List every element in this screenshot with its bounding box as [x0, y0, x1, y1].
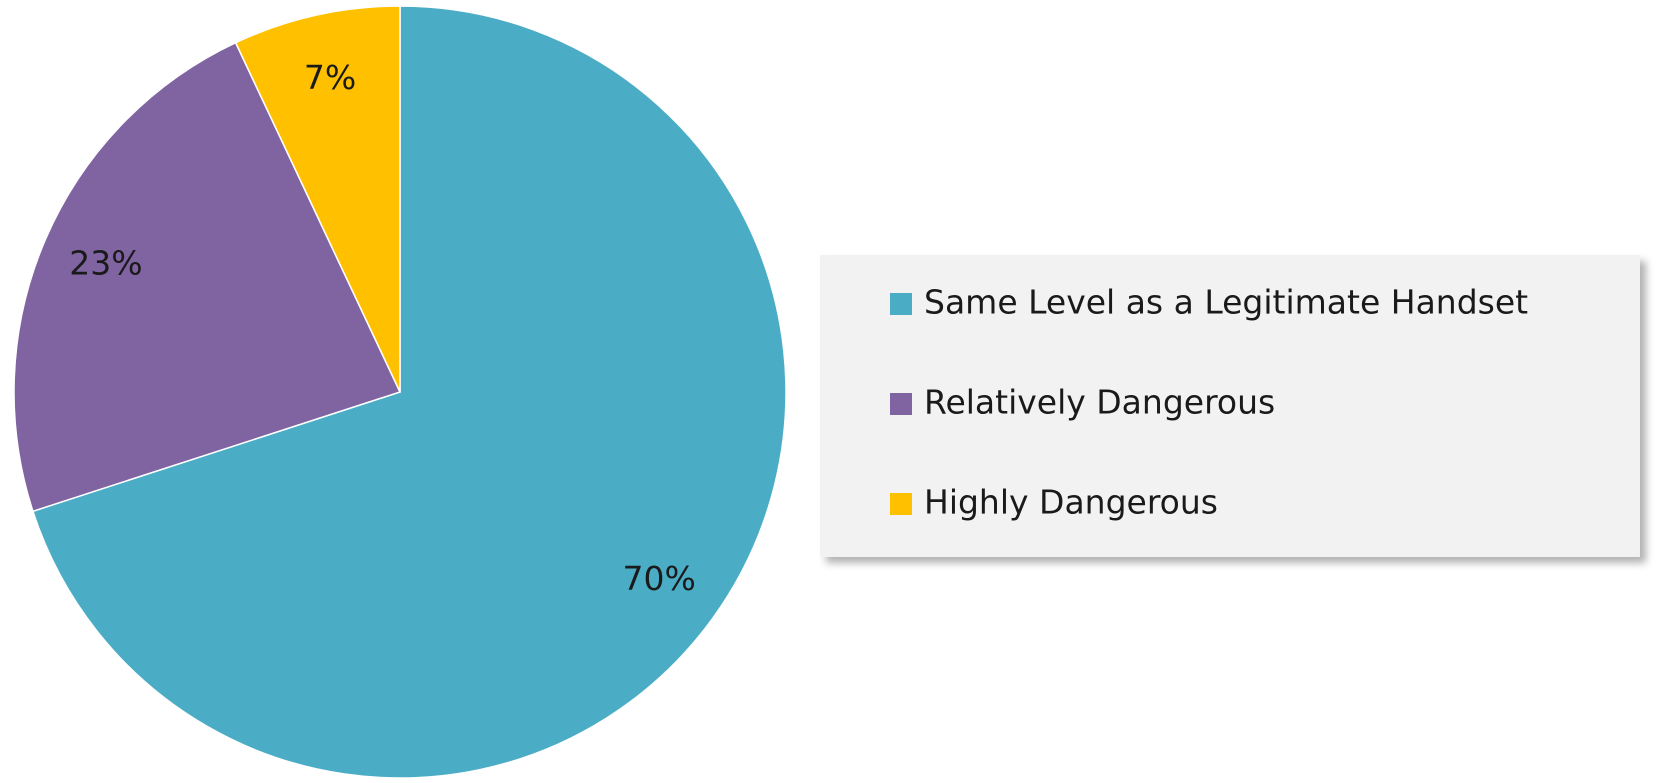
legend-box: [820, 255, 1640, 557]
data-label: 23%: [69, 243, 142, 282]
legend-swatch: [890, 493, 912, 515]
pie-slice: [31, 5, 787, 779]
legend-swatch: [890, 293, 912, 315]
data-label: 7%: [304, 58, 356, 97]
data-label: 70%: [623, 559, 696, 598]
legend-label: Highly Dangerous: [924, 483, 1218, 522]
legend-swatch: [890, 393, 912, 415]
pie-slice: [13, 41, 402, 513]
legend-label: Relatively Dangerous: [924, 383, 1275, 422]
pie-slice: [234, 5, 401, 393]
legend-label: Same Level as a Legitimate Handset: [924, 283, 1528, 322]
